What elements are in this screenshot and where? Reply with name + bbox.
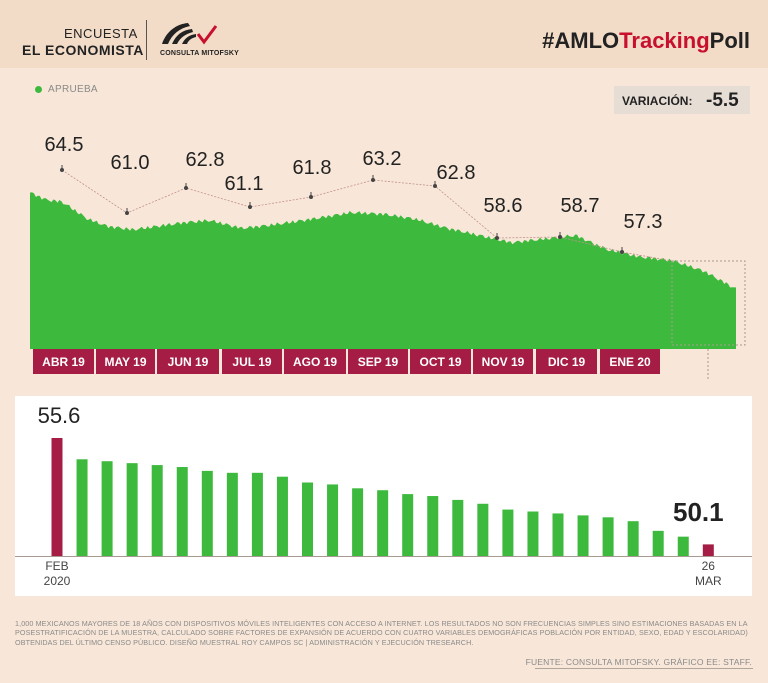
monthly-marker-dot: [60, 168, 64, 172]
hashtag-prefix: #AMLO: [542, 28, 620, 53]
month-box: [473, 349, 533, 374]
x-end-label-line1: 26: [702, 559, 716, 573]
daily-bar: [327, 484, 339, 556]
month-label: MAY 19: [104, 355, 146, 369]
monthly-marker-dot: [309, 195, 313, 199]
monthly-marker-dot: [125, 211, 129, 215]
approval-area-chart: 64.561.0 62.861.161.8 63.262.858.6 58.757.3…: [30, 134, 746, 380]
variation-label: VARIACIÓN:: [622, 94, 693, 108]
daily-bar: [377, 490, 389, 556]
monthly-marker-dot: [620, 250, 624, 254]
daily-bar: [76, 459, 88, 556]
month-box: [600, 349, 660, 374]
variation-box: VARIACIÓN: -5.5: [614, 86, 750, 114]
daily-bar: [151, 465, 163, 556]
month-box: [33, 349, 94, 374]
daily-bar: [126, 463, 138, 556]
month-box: [348, 349, 408, 374]
daily-bar: [502, 509, 514, 556]
daily-bar: [627, 521, 639, 556]
zoom-selection-box: [671, 260, 746, 346]
month-box: [284, 349, 346, 374]
brand-name: EL ECONOMISTA: [22, 42, 144, 58]
daily-bar: [452, 499, 464, 556]
month-box: [222, 349, 282, 374]
daily-bar: [652, 530, 664, 556]
mitofsky-logo-icon: [162, 23, 218, 45]
x-start-label-line2: 2020: [44, 574, 71, 588]
methodology-footnote: 1,000 MEXICANOS MAYORES DE 18 AÑOS CON D…: [15, 619, 748, 647]
variation-value: -5.5: [706, 90, 739, 111]
bar-annotation-label: 55.6: [38, 403, 81, 428]
month-box: [536, 349, 597, 374]
daily-bar: [276, 476, 288, 556]
monthly-marker-dot: [558, 235, 562, 239]
daily-bar: [176, 467, 188, 556]
month-label: NOV 19: [482, 355, 525, 369]
x-start-label-line1: FEB: [45, 559, 68, 573]
approval-area: [30, 192, 736, 349]
monthly-value-label: 61.0: [111, 152, 150, 174]
month-box: [157, 349, 219, 374]
daily-bar: [677, 536, 689, 556]
month-label: OCT 19: [419, 355, 461, 369]
daily-bar: [101, 461, 113, 556]
daily-bar: [352, 488, 364, 556]
month-label: ABR 19: [42, 355, 85, 369]
monthly-value-label: 61.1: [225, 173, 264, 195]
daily-bar: [201, 470, 213, 556]
daily-bar: [302, 482, 313, 556]
month-label: JUN 19: [168, 355, 209, 369]
month-box: [96, 349, 155, 374]
monthly-value-label: 58.7: [561, 195, 600, 217]
month-label: SEP 19: [358, 355, 399, 369]
daily-bar: [427, 496, 439, 556]
monthly-value-label: 62.8: [437, 162, 476, 184]
monthly-marker-dot: [184, 186, 188, 190]
daily-bar: [226, 472, 238, 556]
daily-bar: [51, 438, 63, 556]
daily-bar: [527, 511, 539, 556]
legend-label: APRUEBA: [48, 84, 98, 95]
daily-bar: [577, 515, 589, 556]
month-label: DIC 19: [548, 355, 586, 369]
daily-bar-panel: 55.6 50.1 FEB 2020 26 MAR: [15, 396, 752, 596]
daily-bar: [477, 503, 489, 556]
monthly-marker-dot: [371, 178, 375, 182]
monthly-marker-dot: [433, 184, 437, 188]
legend-marker: [35, 86, 42, 93]
month-label: AGO 19: [293, 355, 337, 369]
header-bar: ENCUESTA EL ECONOMISTA CONSULTA MITOFSKY…: [0, 0, 768, 68]
month-label: ENE 20: [609, 355, 651, 369]
hashtag-suffix: Poll: [709, 28, 750, 53]
monthly-trend-line: [61, 169, 673, 262]
source-note: FUENTE: CONSULTA MITOFSKY. GRÁFICO EE: S…: [525, 657, 752, 667]
daily-bar: [402, 494, 414, 556]
brand-survey-label: ENCUESTA: [64, 26, 138, 41]
bar-annotation-label: 50.1: [673, 497, 724, 527]
monthly-marker-dot: [495, 236, 499, 240]
monthly-value-label: 64.5: [45, 134, 84, 156]
partner-label: CONSULTA MITOFSKY: [160, 50, 239, 57]
monthly-value-label: 57.3: [624, 211, 663, 233]
month-label: JUL 19: [232, 355, 271, 369]
monthly-value-label: 62.8: [186, 149, 225, 171]
monthly-value-label: 63.2: [363, 148, 402, 170]
monthly-marker-dot: [248, 205, 252, 209]
daily-bar: [552, 513, 564, 556]
month-box: [410, 349, 471, 374]
hashtag-highlight: Tracking: [619, 28, 710, 53]
x-end-label-line2: MAR: [695, 574, 722, 588]
monthly-value-label: 58.6: [484, 195, 523, 217]
daily-bar: [702, 544, 714, 556]
daily-bar: [251, 472, 263, 556]
monthly-value-label: 61.8: [293, 157, 332, 179]
header-divider: [146, 20, 147, 60]
source-underline: [535, 668, 753, 669]
daily-bar: [602, 517, 614, 556]
hashtag-title: #AMLOTrackingPoll: [542, 28, 750, 54]
